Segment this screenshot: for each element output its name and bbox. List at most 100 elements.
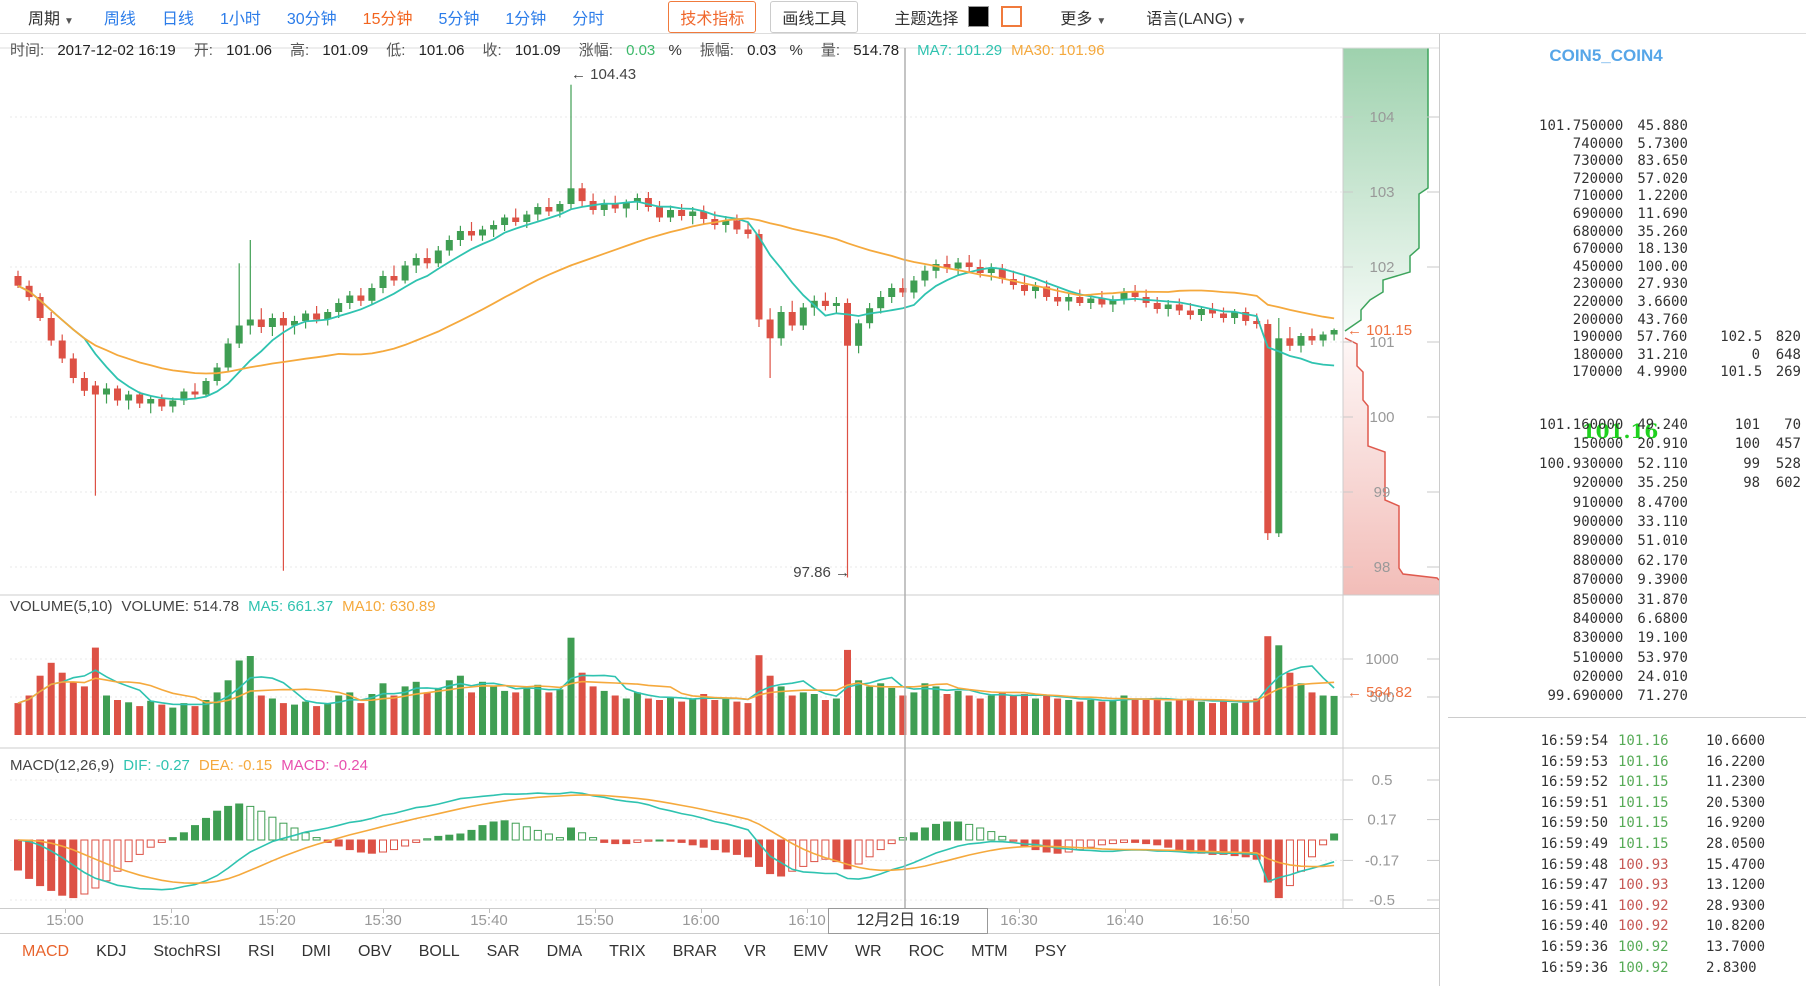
ladder-price-cell bbox=[1721, 610, 1760, 629]
tab-OBV[interactable]: OBV bbox=[357, 943, 392, 960]
ask-row[interactable]: 740000 5.7300 bbox=[1448, 136, 1801, 154]
tab-BRAR[interactable]: BRAR bbox=[672, 943, 718, 960]
period-link-1分钟[interactable]: 1分钟 bbox=[505, 10, 547, 28]
ladder-volume-cell bbox=[1760, 513, 1801, 532]
ladder-volume-cell: 820 bbox=[1775, 329, 1801, 346]
tab-DMA[interactable]: DMA bbox=[546, 943, 583, 960]
tab-RSI[interactable]: RSI bbox=[247, 943, 275, 960]
bid-row[interactable]: 150000 20.910 100 457 bbox=[1448, 435, 1801, 454]
ladder-volume-cell: 269 bbox=[1775, 364, 1801, 381]
ask-row[interactable]: 200000 43.760 bbox=[1448, 312, 1801, 330]
trade-time: 16:59:41 bbox=[1540, 897, 1608, 914]
period-link-1小时[interactable]: 1小时 bbox=[219, 10, 261, 28]
ask-row[interactable]: 230000 27.930 bbox=[1448, 276, 1801, 294]
bid-row[interactable]: 100.930000 52.110 99 528 bbox=[1448, 455, 1801, 474]
period-link-分时[interactable]: 分时 bbox=[572, 10, 605, 28]
period-link-日线[interactable]: 日线 bbox=[161, 10, 194, 28]
bid-row[interactable]: 510000 53.970 bbox=[1448, 649, 1801, 668]
trade-history: 16:59:54 101.16 10.6600 16:59:53 101.16 16.2… bbox=[1448, 731, 1801, 978]
period-link-15分钟[interactable]: 15分钟 bbox=[362, 10, 413, 28]
ask-row[interactable]: 670000 18.130 bbox=[1448, 241, 1801, 259]
trade-amount: 11.2300 bbox=[1706, 774, 1766, 791]
ladder-volume-cell bbox=[1760, 552, 1801, 571]
ask-row[interactable]: 450000 100.00 bbox=[1448, 259, 1801, 277]
trade-row: 16:59:47 100.93 13.1200 bbox=[1448, 875, 1801, 896]
ask-row[interactable]: 710000 1.2200 bbox=[1448, 188, 1801, 206]
ladder-price-cell bbox=[1721, 259, 1760, 277]
tab-TRIX[interactable]: TRIX bbox=[609, 943, 646, 960]
ask-row[interactable]: 680000 35.260 bbox=[1448, 224, 1801, 242]
ask-row[interactable]: 730000 83.650 bbox=[1448, 153, 1801, 171]
amount-cell: 45.880 bbox=[1637, 118, 1688, 134]
period-dropdown[interactable]: 周期 ▼ bbox=[28, 10, 74, 28]
bid-row[interactable]: 99.690000 71.270 bbox=[1448, 687, 1801, 706]
amount-cell: 57.020 bbox=[1637, 170, 1688, 187]
bid-row[interactable]: 870000 9.3900 bbox=[1448, 571, 1801, 590]
tab-EMV[interactable]: EMV bbox=[793, 943, 828, 960]
bid-row[interactable]: 900000 33.110 bbox=[1448, 513, 1801, 532]
tab-SAR[interactable]: SAR bbox=[486, 943, 520, 960]
ladder-price-cell bbox=[1721, 171, 1760, 189]
amount-cell: 57.760 bbox=[1636, 329, 1688, 346]
pair-title: COIN5_COIN4 bbox=[1549, 46, 1663, 65]
bid-row[interactable]: 890000 51.010 bbox=[1448, 532, 1801, 551]
trade-amount: 28.9300 bbox=[1706, 897, 1766, 914]
tab-BOLL[interactable]: BOLL bbox=[418, 943, 460, 960]
theme-light-swatch[interactable] bbox=[1001, 6, 1023, 27]
more-dropdown[interactable]: 更多 ▼ bbox=[1060, 10, 1107, 28]
tab-ROC[interactable]: ROC bbox=[908, 943, 945, 960]
bid-row[interactable]: 101.160000 49.240 101 70 bbox=[1448, 416, 1801, 435]
bid-row[interactable]: 850000 31.870 bbox=[1448, 591, 1801, 610]
tab-MTM[interactable]: MTM bbox=[971, 943, 1008, 960]
price-cell: 880000 bbox=[1572, 552, 1624, 569]
ask-row[interactable]: 101.750000 45.880 bbox=[1448, 118, 1801, 136]
amount-cell: 71.270 bbox=[1637, 688, 1688, 705]
period-link-周线[interactable]: 周线 bbox=[103, 10, 136, 28]
bid-row[interactable]: 880000 62.170 bbox=[1448, 552, 1801, 571]
bid-row[interactable]: 020000 24.010 bbox=[1448, 668, 1801, 687]
indicators-button[interactable]: 技术指标 bbox=[668, 0, 757, 33]
trade-row: 16:59:41 100.92 28.9300 bbox=[1448, 896, 1801, 917]
amount-cell: 24.010 bbox=[1637, 669, 1688, 686]
ask-row[interactable]: 170000 4.9900 101.5 269 bbox=[1448, 364, 1801, 382]
tab-StochRSI[interactable]: StochRSI bbox=[153, 943, 221, 960]
theme-dark-swatch[interactable] bbox=[968, 6, 990, 27]
ladder-price-cell bbox=[1721, 294, 1760, 312]
bid-row[interactable]: 910000 8.4700 bbox=[1448, 494, 1801, 513]
time-tick-label: 15:10 bbox=[152, 912, 190, 929]
amount-cell: 83.650 bbox=[1637, 153, 1688, 170]
trade-price: 100.92 bbox=[1618, 959, 1669, 976]
tab-VR[interactable]: VR bbox=[744, 943, 767, 960]
language-dropdown[interactable]: 语言(LANG) ▼ bbox=[1146, 10, 1247, 28]
tab-PSY[interactable]: PSY bbox=[1034, 943, 1067, 960]
ask-row[interactable]: 220000 3.6600 bbox=[1448, 294, 1801, 312]
time-tick bbox=[65, 909, 66, 913]
period-links: 周线 日线 1小时 30分钟 15分钟 5分钟 1分钟 分时 bbox=[104, 5, 630, 29]
tab-WR[interactable]: WR bbox=[854, 943, 882, 960]
period-link-5分钟[interactable]: 5分钟 bbox=[438, 10, 480, 28]
period-link-30分钟[interactable]: 30分钟 bbox=[286, 10, 337, 28]
ladder-price-cell bbox=[1721, 513, 1760, 532]
ask-row[interactable]: 720000 57.020 bbox=[1448, 171, 1801, 189]
ask-row[interactable]: 180000 31.210 0 648 bbox=[1448, 347, 1801, 365]
ladder-volume-cell bbox=[1760, 610, 1801, 629]
price-cell: 101.750000 bbox=[1539, 118, 1624, 134]
amount-cell: 31.210 bbox=[1637, 346, 1688, 363]
tab-DMI[interactable]: DMI bbox=[301, 943, 331, 960]
time-tick bbox=[1231, 909, 1232, 913]
ask-row[interactable]: 690000 11.690 bbox=[1448, 206, 1801, 224]
bid-row[interactable]: 840000 6.6800 bbox=[1448, 610, 1801, 629]
candlestick-chart[interactable]: 104 103 102 101 100 99 98 1000 500 0.5 0.17 -0.17 -0… bbox=[0, 34, 1439, 908]
draw-tools-button[interactable]: 画线工具 bbox=[770, 0, 859, 33]
ask-row[interactable]: 190000 57.760 102.5 820 bbox=[1448, 329, 1801, 347]
time-tick-label: 16:50 bbox=[1212, 912, 1250, 929]
trade-row: 16:59:36 100.92 2.8300 bbox=[1448, 958, 1801, 979]
tab-KDJ[interactable]: KDJ bbox=[96, 943, 127, 960]
bid-row[interactable]: 830000 19.100 bbox=[1448, 629, 1801, 648]
tab-MACD[interactable]: MACD bbox=[22, 943, 70, 960]
bid-list: 101.160000 49.240 101 70 150000 20.910 100 457… bbox=[1448, 416, 1801, 707]
ladder-price-cell bbox=[1721, 118, 1760, 136]
amount-cell: 100.00 bbox=[1637, 258, 1688, 275]
bid-row[interactable]: 920000 35.250 98 602 bbox=[1448, 474, 1801, 493]
trade-row: 16:59:52 101.15 11.2300 bbox=[1448, 772, 1801, 793]
